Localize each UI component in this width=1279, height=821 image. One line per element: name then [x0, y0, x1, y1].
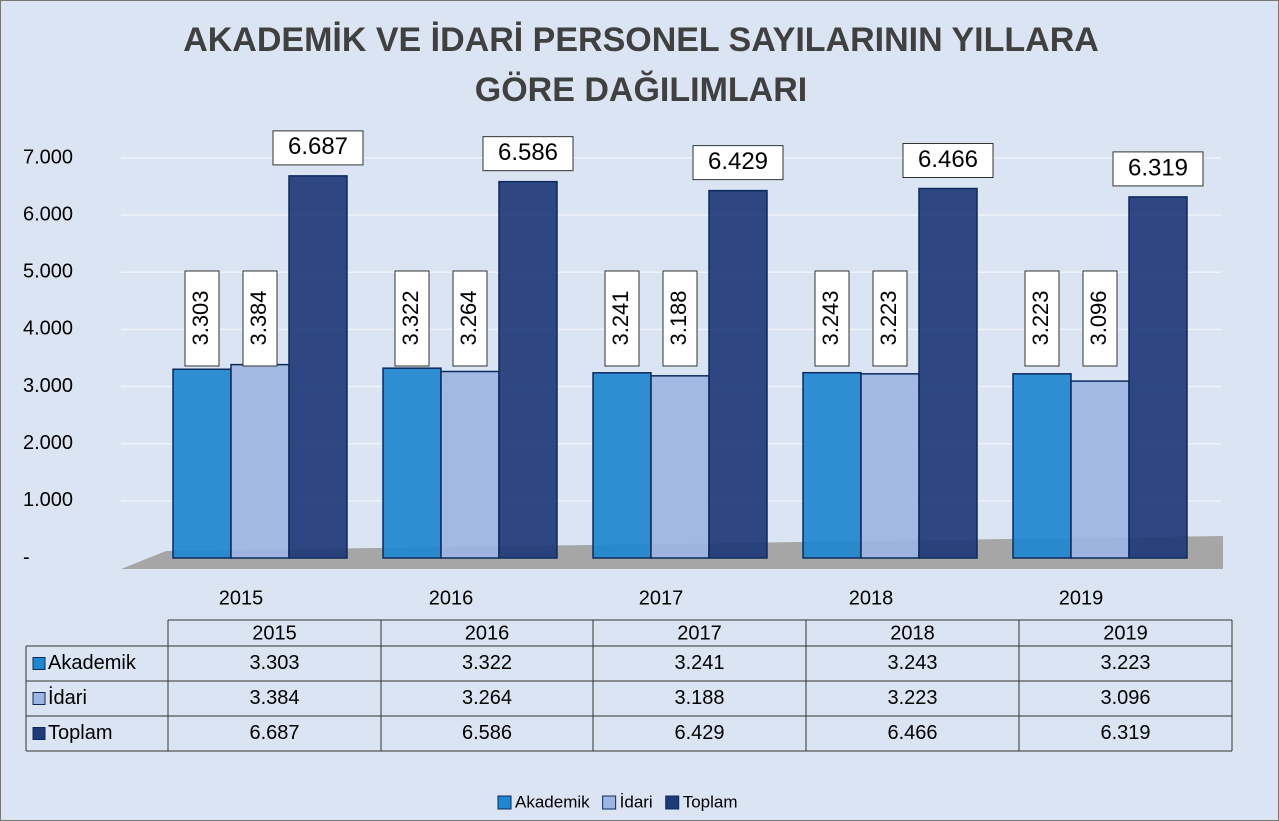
- data-label-box: [1024, 270, 1060, 367]
- bar: [440, 370, 500, 559]
- data-label: 6.319: [1128, 154, 1188, 181]
- table-cell: 3.384: [249, 687, 299, 709]
- y-tick-label: 2.000: [23, 432, 73, 454]
- bar: [1128, 196, 1188, 559]
- table-cell: 6.586: [462, 722, 512, 744]
- table-key: [32, 727, 46, 740]
- table-cell: 6.687: [249, 722, 299, 744]
- table-cell: 3.303: [249, 652, 299, 674]
- table-cell: 3.243: [887, 652, 937, 674]
- data-label: 3.322: [398, 290, 423, 345]
- legend-key: [497, 795, 512, 810]
- x-tick-label: 2017: [639, 587, 684, 609]
- y-tick-label: 5.000: [23, 261, 73, 283]
- table-cell: 3.096: [1100, 687, 1150, 709]
- data-label-box: [394, 270, 430, 367]
- y-tick-label: 4.000: [23, 318, 73, 340]
- data-label: 3.303: [188, 290, 213, 345]
- data-label: 3.223: [876, 290, 901, 345]
- data-label-box: [902, 143, 994, 179]
- table-header: 2018: [890, 622, 935, 644]
- bar: [592, 372, 652, 559]
- table-cell: 3.188: [674, 687, 724, 709]
- table-row-label: Akademik: [48, 652, 137, 674]
- x-tick-label: 2019: [1059, 587, 1104, 609]
- legend-key: [602, 795, 617, 810]
- data-label: 3.264: [456, 290, 481, 345]
- bar: [498, 180, 558, 559]
- data-label-box: [814, 270, 850, 367]
- bar: [288, 175, 348, 559]
- y-tick-label: -: [23, 546, 30, 568]
- table-cell: 3.264: [462, 687, 512, 709]
- chart-title: AKADEMİK VE İDARİ PERSONEL SAYILARININ Y…: [183, 21, 1099, 109]
- data-label-box: [1112, 151, 1204, 187]
- table-header: 2016: [465, 622, 510, 644]
- data-label-box: [482, 136, 574, 172]
- bar: [802, 371, 862, 559]
- bar: [650, 375, 710, 559]
- bar: [708, 189, 768, 559]
- table-header: 2015: [252, 622, 297, 644]
- table-cell: 3.223: [887, 687, 937, 709]
- table-cell: 6.429: [674, 722, 724, 744]
- table-row-label: Toplam: [48, 722, 112, 744]
- table-cell: 3.322: [462, 652, 512, 674]
- x-tick-label: 2015: [219, 587, 264, 609]
- data-label: 3.096: [1086, 290, 1111, 345]
- legend-label: Akademik: [515, 792, 590, 811]
- data-label-box: [1082, 270, 1118, 367]
- data-label-box: [452, 270, 488, 367]
- data-label: 6.429: [708, 148, 768, 175]
- data-label: 6.687: [288, 133, 348, 160]
- x-tick-label: 2018: [849, 587, 894, 609]
- table-header: 2017: [677, 622, 722, 644]
- legend-label: Toplam: [683, 792, 738, 811]
- bar: [1012, 373, 1072, 559]
- y-tick-label: 6.000: [23, 203, 73, 225]
- data-label-box: [604, 270, 640, 367]
- y-tick-label: 1.000: [23, 489, 73, 511]
- data-label: 3.384: [246, 290, 271, 345]
- data-label: 3.188: [666, 290, 691, 345]
- table-cell: 3.241: [674, 652, 724, 674]
- x-tick-label: 2016: [429, 587, 474, 609]
- legend-label: İdari: [620, 792, 653, 811]
- data-label: 3.241: [608, 290, 633, 345]
- data-label-box: [242, 270, 278, 367]
- table-header: 2019: [1103, 622, 1148, 644]
- data-label-box: [272, 130, 364, 166]
- bar: [172, 368, 232, 559]
- bar: [918, 187, 978, 559]
- table-row-label: İdari: [48, 686, 87, 709]
- data-label: 6.466: [918, 146, 978, 173]
- y-tick-label: 3.000: [23, 375, 73, 397]
- bar: [230, 363, 290, 559]
- table-key: [32, 692, 46, 705]
- data-label: 3.243: [818, 290, 843, 345]
- y-tick-label: 7.000: [23, 146, 73, 168]
- bar: [860, 373, 920, 559]
- data-label-box: [662, 270, 698, 367]
- table-cell: 6.466: [887, 722, 937, 744]
- data-label-box: [872, 270, 908, 367]
- bar: [382, 367, 442, 559]
- data-label: 6.586: [498, 139, 558, 166]
- data-label-box: [184, 270, 220, 367]
- table-key: [32, 657, 46, 670]
- legend-key: [665, 795, 680, 810]
- bar: [1070, 380, 1130, 559]
- table-cell: 6.319: [1100, 722, 1150, 744]
- table-cell: 3.223: [1100, 652, 1150, 674]
- data-label-box: [692, 145, 784, 181]
- data-label: 3.223: [1028, 290, 1053, 345]
